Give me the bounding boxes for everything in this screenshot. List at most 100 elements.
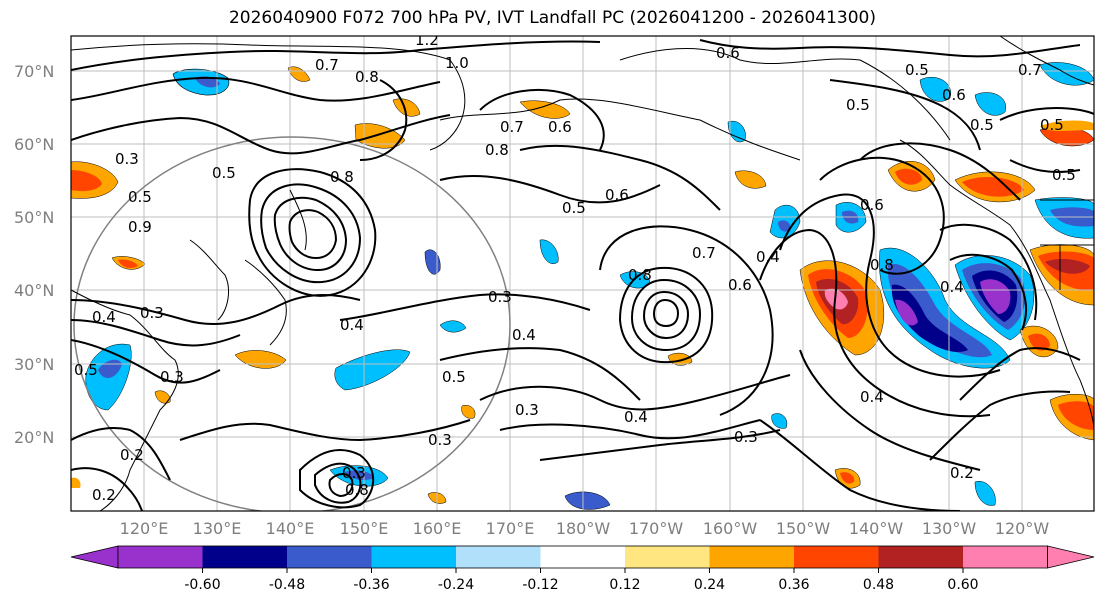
contour-label: 0.6 <box>728 276 752 294</box>
colorbar-bin <box>118 546 203 568</box>
shade-blue <box>974 92 1007 116</box>
contour-label: 0.3 <box>160 368 184 386</box>
shade-orange <box>354 123 406 149</box>
colorbar-bin <box>963 546 1048 568</box>
colorbar-tick-label: 0.60 <box>947 577 978 593</box>
contour-label: 0.5 <box>442 368 466 386</box>
shade-blue <box>564 491 611 510</box>
shade-darkred <box>1045 259 1090 274</box>
contour-label: 0.6 <box>860 196 884 214</box>
contour-label: 0.5 <box>128 188 152 206</box>
colorbar-extend-min <box>70 545 119 569</box>
contour-label: 0.3 <box>515 401 539 419</box>
contour-label: 0.3 <box>734 428 758 446</box>
shade-red <box>895 168 922 185</box>
contour-label: 0.3 <box>488 288 512 306</box>
colorbar-bin <box>202 546 287 568</box>
contour-label: 0.5 <box>905 61 929 79</box>
shade-red <box>71 170 102 192</box>
pv-contours <box>71 39 1094 511</box>
contour-label: 0.7 <box>500 118 524 136</box>
lon-tick-label: 160°W <box>703 519 758 538</box>
lat-tick-label: 20°N <box>14 428 54 447</box>
lon-tick-label: 150°E <box>340 519 389 538</box>
contour-label: 0.3 <box>428 431 452 449</box>
colorbar-bin <box>794 546 879 568</box>
contour-label: 0.5 <box>212 164 236 182</box>
shade-blue <box>539 239 559 264</box>
contour-label: 0.7 <box>315 56 339 74</box>
contour-label: 0.4 <box>624 408 648 426</box>
coastlines <box>71 36 1094 511</box>
lon-tick-label: 170°E <box>486 519 535 538</box>
colorbar-extend-max <box>1047 545 1095 569</box>
shade-red <box>1028 333 1050 351</box>
shade-blue <box>439 320 467 333</box>
contour-label: 0.4 <box>340 316 364 334</box>
shade-blue <box>919 76 952 102</box>
colorbar-bin <box>878 546 963 568</box>
colorbar-tick-label: 0.24 <box>694 577 725 593</box>
lon-tick-label: 120°E <box>120 519 169 538</box>
latitude-labels: 70°N 60°N 50°N 40°N 30°N 20°N <box>14 62 54 447</box>
contour-labels: 1.2 1.0 0.6 0.7 0.8 0.5 0.5 0.6 0.5 0.5 … <box>74 31 1076 504</box>
colorbar-tick-label: -0.48 <box>269 577 305 593</box>
contour-label: 0.3 <box>115 150 139 168</box>
shade-navy <box>195 76 220 88</box>
shade-pink <box>824 288 848 310</box>
colorbar-tick-label: 0.48 <box>863 577 894 593</box>
contour-label: 0.2 <box>120 446 144 464</box>
shade-blue <box>771 413 788 429</box>
lon-tick-label: 140°E <box>266 519 315 538</box>
contour-label: 0.4 <box>860 388 884 406</box>
shade-navy-mid <box>887 263 992 358</box>
shade-orange <box>154 390 171 404</box>
shade-purple <box>895 299 918 326</box>
shade-orange <box>71 477 81 488</box>
colorbar-tick-label: -0.60 <box>184 577 220 593</box>
lat-tick-label: 30°N <box>14 355 54 374</box>
contour-label: 0.5 <box>74 361 98 379</box>
lat-tick-label: 40°N <box>14 281 54 300</box>
contour-label: 0.4 <box>512 326 536 344</box>
contour-label: 0.6 <box>716 44 740 62</box>
contour-label: 0.6 <box>942 86 966 104</box>
contour-label: 0.2 <box>92 486 116 504</box>
shade-red <box>118 259 138 268</box>
contour-label: 0.8 <box>345 481 369 499</box>
colorbar-frame <box>117 545 1048 569</box>
contour-label: 0.4 <box>756 248 780 266</box>
colorbar-bin <box>371 546 456 568</box>
contour-label: 0.8 <box>485 141 509 159</box>
shade-blue <box>974 480 996 506</box>
shade-orange <box>461 405 476 419</box>
lon-tick-label: 150°W <box>776 519 831 538</box>
shade-red <box>840 472 855 484</box>
shade-navy <box>891 284 968 353</box>
contour-label: 0.5 <box>562 199 586 217</box>
colorbar-tick-label: -0.36 <box>353 577 389 593</box>
contour-label: 0.5 <box>846 96 870 114</box>
contour-label: 0.8 <box>355 68 379 86</box>
shade-purple <box>980 279 1011 314</box>
contour-label: 0.8 <box>870 256 894 274</box>
shade-navy <box>778 220 791 232</box>
colorbar: -0.60 -0.48 -0.36 -0.24 -0.12 0.12 0.24 … <box>70 545 1095 593</box>
contour-label: 0.3 <box>140 304 164 322</box>
contour-label: 0.6 <box>548 118 572 136</box>
lon-tick-label: 120°W <box>995 519 1050 538</box>
lat-tick-label: 70°N <box>14 62 54 81</box>
contour-label: 0.2 <box>950 464 974 482</box>
contour-label: 1.2 <box>415 31 439 49</box>
colorbar-tick-label: -0.12 <box>522 577 558 593</box>
contour-label: 0.4 <box>92 308 116 326</box>
colorbar-bin <box>709 546 794 568</box>
contour-label: 0.5 <box>1052 166 1076 184</box>
ivt-pc-shading <box>71 62 1094 510</box>
shade-red <box>1058 401 1094 430</box>
shade-blue <box>334 349 411 391</box>
shade-orange <box>1040 120 1094 131</box>
lon-tick-label: 170°W <box>629 519 684 538</box>
contour-label: 0.7 <box>692 244 716 262</box>
